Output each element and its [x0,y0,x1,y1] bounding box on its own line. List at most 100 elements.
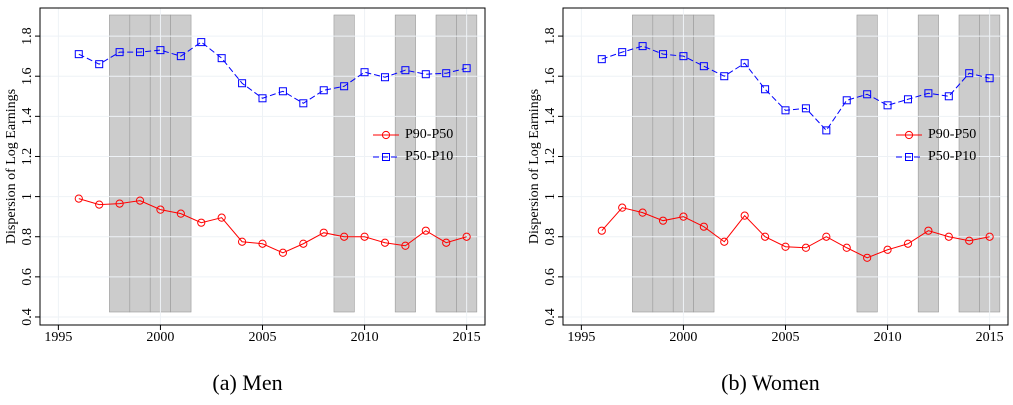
marker [944,92,953,101]
shaded-period [632,14,654,313]
x-tick-label: 2010 [874,330,902,345]
marker [442,238,451,247]
marker [176,52,185,61]
marker [278,248,288,257]
y-tick-label: 1.4 [543,108,558,126]
marker [299,99,308,108]
marker [699,62,708,71]
legend-label: P90-P50 [405,127,453,142]
marker [74,194,83,203]
chart-panel: 0.4 0.6 0.8 1 1.2 1.4 1.6 1.8 1995 2000 2005 2010 20… [527,7,1009,395]
marker [863,253,872,262]
y-axis-label: Dispersion of Log Earnings [4,89,19,244]
marker [965,236,974,245]
marker [382,153,390,161]
shaded-period [693,14,715,313]
marker [842,96,851,105]
marker [781,242,790,251]
marker [217,213,226,222]
shaded-period [394,14,416,313]
shaded-period [917,14,939,313]
marker [761,85,770,94]
marker [781,106,790,115]
y-tick-label: 1.8 [20,27,35,45]
marker [462,64,471,73]
marker [679,212,688,221]
marker [822,126,831,135]
y-tick-label: 0.6 [543,268,558,286]
marker [319,86,328,95]
marker [421,70,430,79]
marker [903,95,912,104]
legend-label: P50-P10 [405,149,453,164]
marker [197,218,206,227]
marker [360,68,369,77]
marker [658,216,668,225]
marker [95,200,104,209]
marker [176,209,185,218]
marker [115,48,124,57]
marker [883,101,892,110]
marker [197,38,206,47]
x-tick-label: 2000 [146,330,174,345]
y-tick-label: 1.4 [20,108,35,126]
marker [638,208,647,217]
marker [618,48,627,57]
shaded-period [652,14,674,313]
marker [421,226,430,235]
marker [95,60,104,69]
marker [985,232,994,241]
marker [638,42,647,51]
marker [217,54,226,63]
marker [381,130,391,140]
marker [258,239,267,248]
marker [74,50,83,59]
marker [903,239,913,248]
y-tick-label: 1.2 [20,148,35,166]
marker [863,90,872,99]
marker [699,222,708,231]
y-tick-label: 1 [20,193,35,200]
shaded-period [129,14,151,313]
marker [740,59,749,68]
marker [462,232,471,241]
marker [156,46,165,55]
marker [115,199,124,208]
marker [380,73,389,82]
x-tick-label: 2005 [249,330,277,345]
marker [299,239,308,248]
marker [904,130,914,140]
x-tick-label: 1995 [44,330,72,345]
marker [360,232,369,241]
shaded-period [170,14,192,313]
marker [965,69,974,78]
y-tick-label: 0.6 [20,268,35,286]
y-tick-label: 0.8 [543,228,558,246]
marker [679,52,688,61]
marker [597,55,606,64]
shaded-period [333,14,355,313]
x-tick-label: 2015 [976,330,1004,345]
y-tick-label: 1 [543,193,558,200]
shaded-period [856,14,878,313]
marker [883,245,892,254]
y-tick-label: 0.4 [543,308,558,326]
marker [924,226,933,235]
y-tick-label: 0.4 [20,308,35,326]
x-tick-label: 2015 [453,330,481,345]
caption: (b) Women [721,370,820,395]
marker [258,94,267,103]
marker [340,82,349,91]
marker [842,243,851,252]
caption: (a) Men [212,370,282,395]
marker [801,104,810,113]
marker [278,87,287,96]
marker [156,205,165,214]
marker [597,226,606,235]
x-tick-label: 1995 [567,330,595,345]
x-tick-label: 2010 [351,330,379,345]
y-tick-label: 1.8 [543,27,558,45]
chart-panel: 0.4 0.6 0.8 1 1.2 1.4 1.6 1.8 1995 2000 2005 2010 20… [4,7,486,395]
y-tick-label: 1.6 [543,67,558,85]
marker [720,72,729,81]
